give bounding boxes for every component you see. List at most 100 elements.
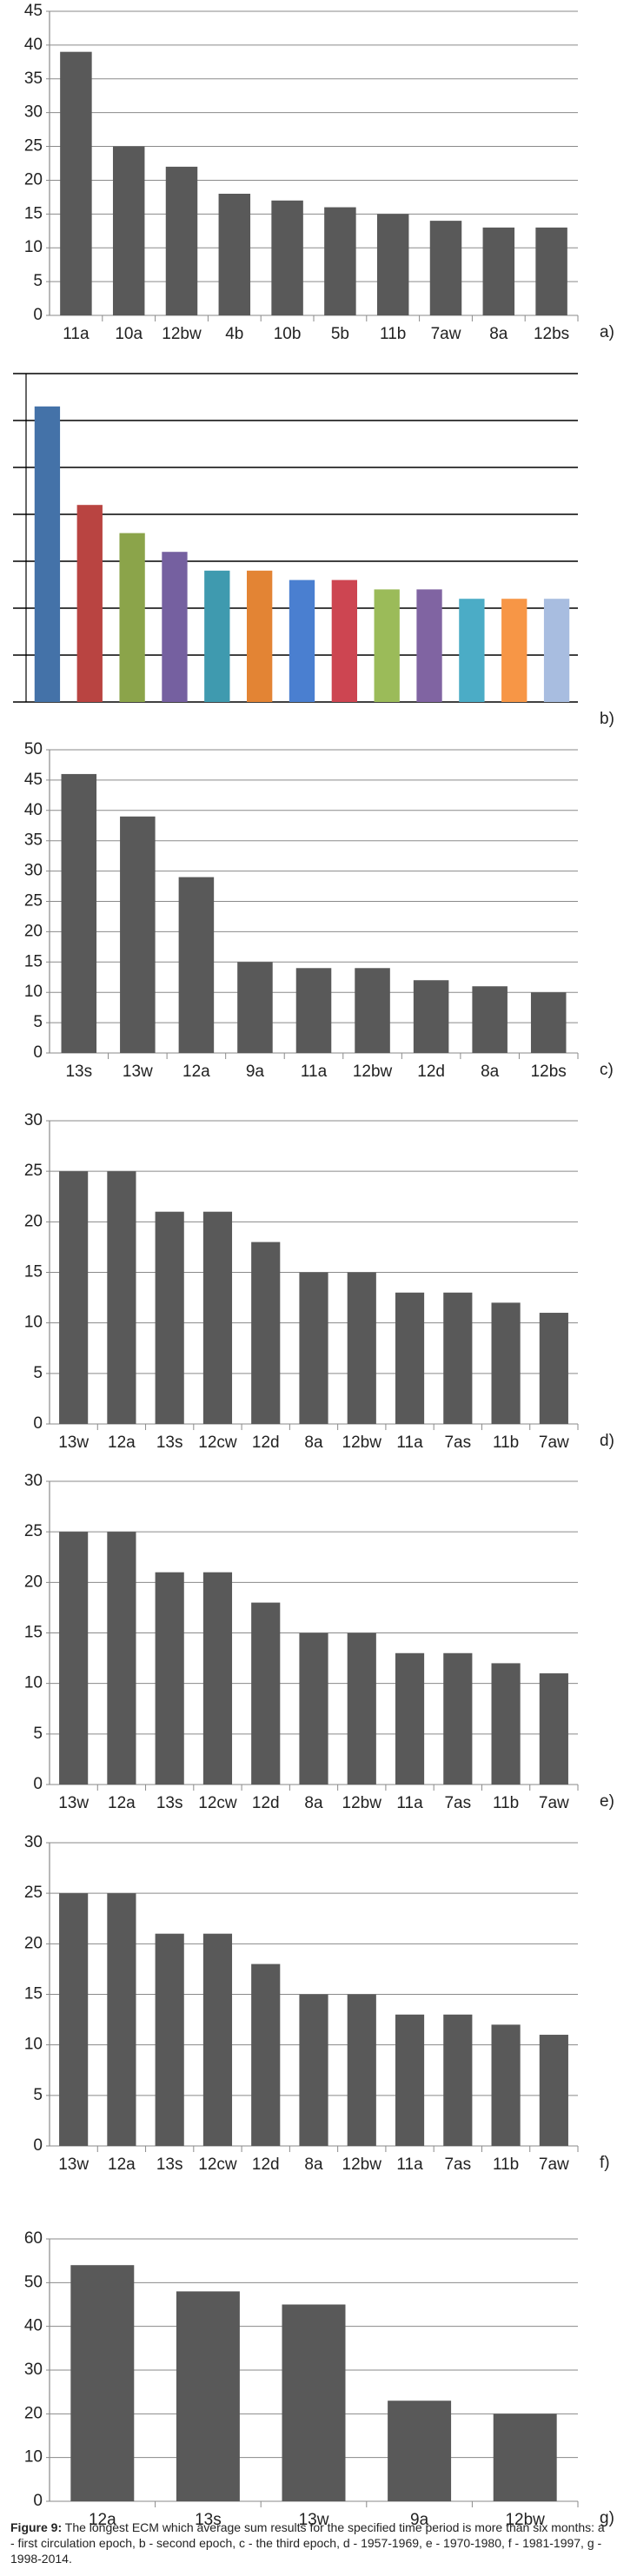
caption: Figure 9: The longest ECM which average … [10,2520,610,2566]
x-tick-label: 12cw [198,1794,237,1812]
bar [374,589,400,702]
bar [76,505,103,702]
bar [59,1171,89,1424]
y-tick-label: 20 [24,1212,43,1230]
bar [112,146,145,315]
bar [539,1673,568,1785]
x-tick-label: 13s [156,1434,183,1452]
caption-label: Figure 9: [10,2520,63,2534]
x-tick-label: 13w [58,1434,89,1452]
bar [178,877,215,1053]
x-tick-label: 12a [108,1434,136,1452]
x-tick-label: 11a [396,1434,423,1452]
x-tick-label: 12bs [534,325,569,343]
x-tick-label: 8a [304,2155,323,2174]
y-tick-label: 45 [24,771,43,789]
x-tick-label: 4b [225,325,243,343]
bar [388,2401,452,2501]
bar [202,1211,233,1424]
y-tick-label: 5 [33,2086,43,2104]
bar [443,1292,473,1424]
bar [376,214,409,315]
y-tick-label: 10 [24,2448,43,2467]
x-tick-label: 12bw [342,1434,382,1452]
x-tick-label: 13w [58,1794,89,1812]
x-tick-label: 8a [489,325,508,343]
y-tick-label: 25 [24,1522,43,1540]
x-tick-label: 12a [182,1063,210,1081]
bar [347,1994,376,2146]
y-tick-label: 45 [24,2,43,20]
x-tick-label: 11b [493,2155,519,2174]
x-tick-label: 12cw [198,1434,237,1452]
panel-label: d) [600,1432,614,1450]
bar [162,552,188,702]
bar [271,200,303,315]
y-tick-label: 10 [24,983,43,1001]
x-tick-label: 11b [380,325,406,343]
bar [395,2014,425,2146]
y-tick-label: 50 [24,2273,43,2291]
bar [459,599,485,702]
x-tick-label: 10b [274,325,302,343]
x-tick-label: 12bs [531,1063,567,1081]
x-tick-label: 11a [396,2155,423,2174]
y-tick-label: 20 [24,1573,43,1591]
bar [155,1933,184,2146]
panel-label: b) [600,710,614,728]
bar [324,207,356,315]
x-tick-label: 12d [417,1063,445,1081]
x-tick-label: 8a [481,1063,500,1081]
bar [299,1632,328,1785]
y-tick-label: 30 [24,2361,43,2379]
y-tick-label: 10 [24,1314,43,1332]
y-tick-label: 15 [24,952,43,970]
bar [491,2024,521,2146]
y-tick-label: 25 [24,1884,43,1902]
bar [355,968,390,1053]
y-tick-label: 10 [24,238,43,256]
x-tick-label: 12cw [198,2155,237,2174]
x-tick-label: 12bw [342,1794,382,1812]
x-tick-label: 12bw [342,2155,382,2174]
bar [472,986,508,1053]
x-tick-label: 7aw [539,1794,569,1812]
bar [539,1313,568,1424]
y-tick-label: 0 [33,1043,43,1062]
bar [119,533,145,702]
bar [295,968,332,1053]
bar [120,816,156,1053]
y-tick-label: 20 [24,2404,43,2422]
y-tick-label: 25 [24,1162,43,1180]
x-tick-label: 8a [304,1794,323,1812]
y-tick-label: 60 [24,2229,43,2248]
bar [202,1572,233,1785]
bar [218,194,251,315]
y-tick-label: 25 [24,137,43,156]
x-tick-label: 12bw [505,2511,545,2529]
bar [176,2291,240,2501]
y-tick-label: 15 [24,1624,43,1642]
y-tick-label: 30 [24,1472,43,1490]
y-tick-label: 30 [24,103,43,122]
y-tick-label: 15 [24,1263,43,1281]
y-tick-label: 40 [24,801,43,819]
y-tick-label: 40 [24,36,43,54]
bar [299,1994,328,2146]
y-tick-label: 0 [33,2136,43,2155]
y-tick-label: 50 [24,740,43,758]
x-tick-label: 11a [301,1063,328,1081]
x-tick-label: 11b [493,1434,519,1452]
y-tick-label: 0 [33,306,43,324]
bar [493,2414,557,2501]
x-tick-label: 8a [304,1434,323,1452]
y-tick-label: 10 [24,1674,43,1692]
x-tick-label: 10a [115,325,143,343]
x-tick-label: 7as [444,1794,471,1812]
panel-label: f) [600,2154,610,2172]
panel-label: e) [600,1792,614,1811]
bar [70,2265,135,2501]
bar [202,1933,233,2146]
x-tick-label: 7as [444,2155,471,2174]
bar [289,579,315,702]
